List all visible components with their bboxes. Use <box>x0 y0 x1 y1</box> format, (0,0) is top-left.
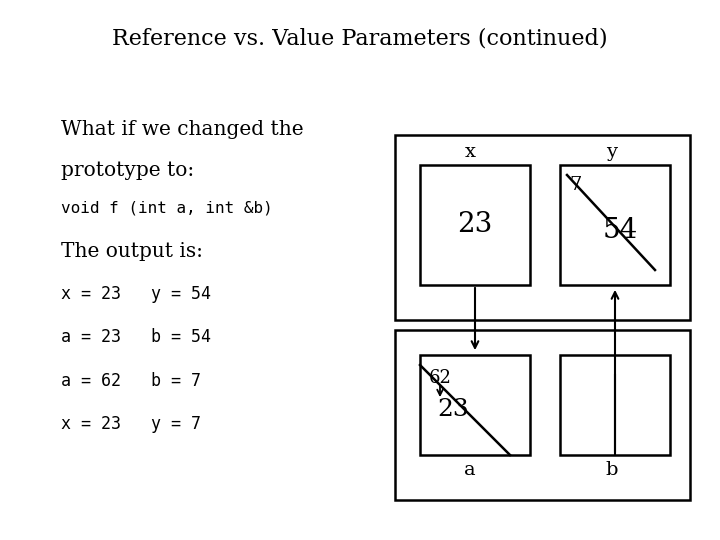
Text: The output is:: The output is: <box>61 241 203 261</box>
Text: 7: 7 <box>570 176 582 194</box>
Text: 23: 23 <box>437 399 469 422</box>
Text: x: x <box>464 143 475 161</box>
Text: y: y <box>606 143 618 161</box>
Bar <box>420 165 530 285</box>
Text: 54: 54 <box>603 217 638 244</box>
Text: a = 62   b = 7: a = 62 b = 7 <box>61 372 201 390</box>
Bar <box>395 330 690 500</box>
Text: prototype to:: prototype to: <box>61 160 194 180</box>
Text: void f (int a, int &b): void f (int a, int &b) <box>61 200 273 215</box>
Text: 23: 23 <box>457 212 492 239</box>
Text: a: a <box>464 461 476 479</box>
Text: What if we changed the: What if we changed the <box>61 120 304 139</box>
Bar <box>560 165 670 285</box>
Bar <box>420 355 530 455</box>
Bar <box>560 355 670 455</box>
Text: x = 23   y = 54: x = 23 y = 54 <box>61 285 211 303</box>
Bar <box>395 135 690 320</box>
Text: a = 23   b = 54: a = 23 b = 54 <box>61 328 211 347</box>
Text: x = 23   y = 7: x = 23 y = 7 <box>61 415 201 433</box>
Text: Reference vs. Value Parameters (continued): Reference vs. Value Parameters (continue… <box>112 27 608 49</box>
Text: b: b <box>606 461 618 479</box>
Text: 62: 62 <box>428 369 451 387</box>
